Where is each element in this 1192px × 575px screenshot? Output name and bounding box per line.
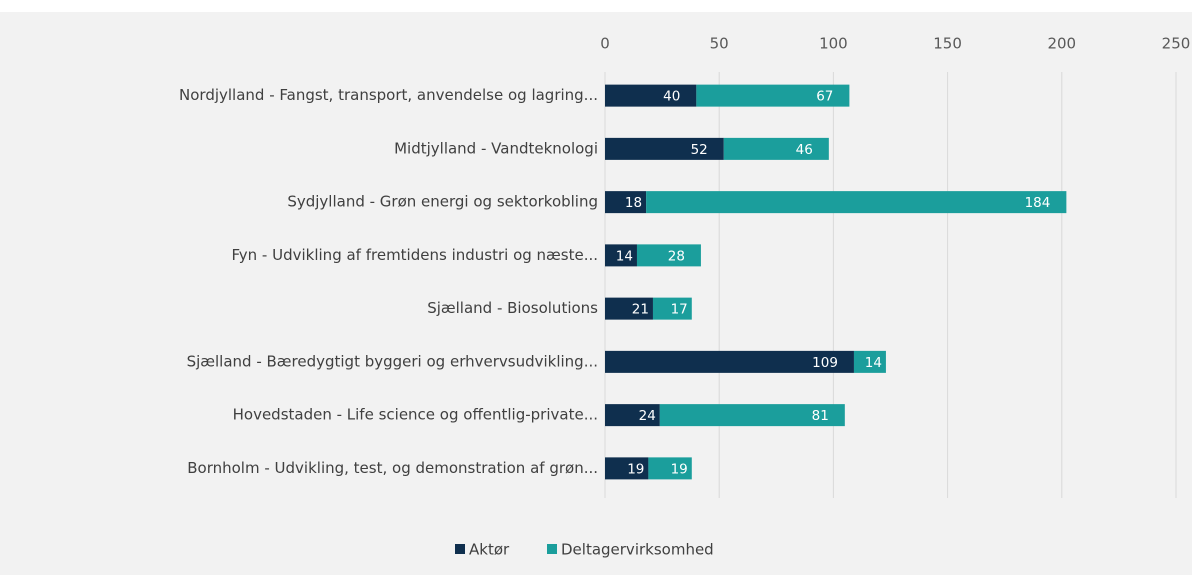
data-label: 17 — [671, 302, 688, 318]
data-label: 184 — [1025, 195, 1051, 211]
data-label: 14 — [865, 355, 882, 371]
data-label: 46 — [796, 142, 813, 158]
legend-label: Aktør — [469, 541, 510, 559]
category-label: Nordjylland - Fangst, transport, anvende… — [179, 86, 598, 104]
x-tick-label: 50 — [710, 35, 729, 53]
data-label: 14 — [616, 248, 633, 264]
data-label: 28 — [668, 248, 685, 264]
data-label: 19 — [627, 461, 644, 477]
legend-swatch — [547, 544, 557, 554]
data-label: 24 — [639, 408, 656, 424]
category-label: Fyn - Udvikling af fremtidens industri o… — [232, 246, 598, 264]
x-tick-label: 250 — [1162, 35, 1191, 53]
category-label: Bornholm - Udvikling, test, og demonstra… — [187, 459, 598, 477]
bar-segment — [723, 137, 829, 160]
legend-label: Deltagervirksomhed — [561, 541, 714, 559]
bar-segment — [605, 297, 653, 320]
bar-segment — [646, 191, 1067, 214]
category-label: Sydjylland - Grøn energi og sektorkoblin… — [287, 193, 598, 211]
data-label: 52 — [691, 142, 708, 158]
category-label: Sjælland - Biosolutions — [427, 299, 598, 317]
bar-segment — [605, 84, 697, 107]
bar-segment — [605, 404, 660, 427]
bar-segment — [696, 84, 850, 107]
x-tick-label: 200 — [1047, 35, 1076, 53]
bar-segment — [648, 457, 692, 480]
category-label: Sjælland - Bæredygtigt byggeri og erhver… — [187, 352, 598, 370]
data-label: 81 — [812, 408, 829, 424]
bar-segment — [605, 457, 649, 480]
bar-segment — [853, 350, 886, 373]
data-label: 67 — [816, 89, 833, 105]
data-label: 18 — [625, 195, 642, 211]
bar-segment — [605, 137, 724, 160]
data-label: 19 — [671, 461, 688, 477]
bar-segment — [652, 297, 692, 320]
bar-segment — [605, 350, 854, 373]
legend-swatch — [455, 544, 465, 554]
bar-segment — [605, 244, 637, 267]
chart-background — [0, 12, 1192, 575]
category-label: Midtjylland - Vandteknologi — [394, 139, 598, 157]
data-label: 40 — [663, 89, 680, 105]
bar-segment — [605, 191, 647, 214]
x-tick-label: 100 — [819, 35, 848, 53]
x-tick-label: 0 — [600, 35, 610, 53]
category-label: Hovedstaden - Life science og offentlig-… — [233, 406, 598, 424]
data-label: 109 — [812, 355, 838, 371]
bar-segment — [659, 404, 845, 427]
bar-segment — [636, 244, 701, 267]
x-tick-label: 150 — [933, 35, 962, 53]
data-label: 21 — [632, 302, 649, 318]
